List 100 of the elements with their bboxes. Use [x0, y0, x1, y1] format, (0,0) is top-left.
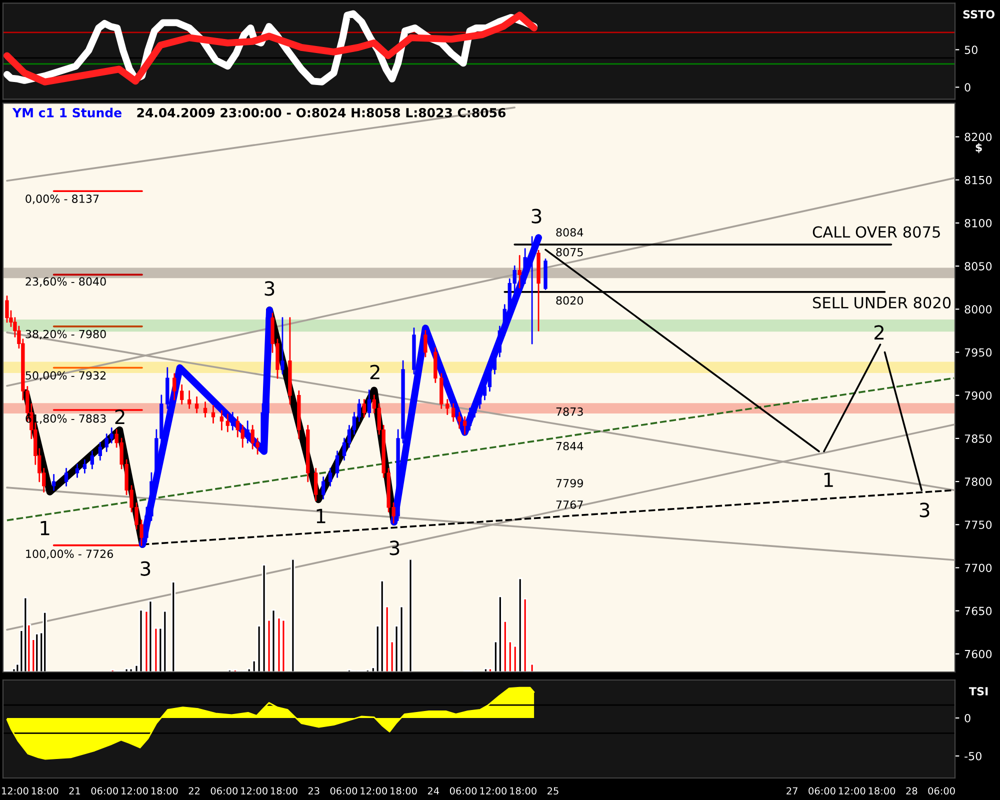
candlestick: [172, 373, 176, 400]
y-tick-label: 7600: [964, 650, 992, 658]
bar: [42, 612, 48, 672]
x-tick-label: 06:00: [210, 787, 238, 795]
x-tick-label: 18:00: [510, 787, 536, 795]
candlestick: [446, 398, 450, 416]
x-tick-label: 27: [786, 787, 798, 794]
annotation: CALL OVER 8075: [812, 226, 940, 238]
candlestick: [180, 384, 184, 405]
candlestick: [64, 468, 68, 487]
y-tick-label: 0: [964, 83, 970, 92]
candlestick: [462, 416, 467, 435]
annotation: 1: [316, 508, 326, 524]
y-tick-label: 8050: [964, 262, 992, 270]
candlestick: [220, 410, 224, 431]
x-tick-label: 18:00: [868, 787, 896, 795]
y-tick-label: 7850: [964, 434, 992, 443]
y-axis-title: SSTO: [963, 10, 995, 19]
candlestick: [194, 396, 199, 414]
annotation: 8020: [556, 296, 584, 305]
bar: [290, 559, 296, 672]
annotation: 8075: [556, 248, 583, 256]
x-tick-label: 12:00: [480, 787, 507, 795]
annotation: 38,20% - 7980: [26, 330, 106, 340]
x-tick-label: 12:00: [241, 787, 268, 795]
y-tick-label: 8200: [964, 132, 992, 142]
candlestick: [362, 398, 366, 418]
y-tick-label: 7950: [964, 348, 992, 357]
candlestick: [457, 412, 462, 429]
annotation: 1: [824, 472, 833, 487]
x-tick-label: 12:00: [2, 787, 28, 795]
candlestick: [203, 402, 208, 418]
annotation: 0,00% - 8137: [26, 194, 99, 204]
y-axis-title: TSI: [968, 687, 988, 696]
bar: [34, 632, 40, 672]
candlestick: [52, 474, 56, 491]
candlestick: [75, 464, 80, 478]
candlestick: [523, 248, 527, 284]
x-tick-label: 24: [428, 787, 440, 794]
y-tick-label: 7750: [964, 520, 992, 530]
y-tick-label: 7800: [964, 478, 992, 486]
annotation: 23,60% - 8040: [26, 277, 106, 287]
annotation: 100,00% - 7726: [26, 550, 114, 560]
y-tick-label: 8150: [964, 176, 992, 184]
x-tick-label: 23: [308, 787, 320, 795]
annotation: 2: [115, 410, 124, 424]
candlestick: [226, 414, 230, 432]
annotation: 8084: [556, 228, 584, 237]
annotation: 1: [40, 520, 50, 536]
bar: [408, 559, 413, 672]
candlestick: [82, 459, 87, 474]
x-tick-label: 18:00: [32, 787, 58, 795]
y-tick-label: -50: [964, 752, 982, 760]
candlestick: [335, 450, 340, 478]
bar: [530, 663, 534, 672]
y-tick-label: 50: [964, 46, 978, 54]
annotation: 3: [920, 502, 930, 518]
x-tick-label: 22: [188, 787, 200, 794]
annotation: 3: [390, 540, 400, 556]
annotation: SELL UNDER 8020: [813, 296, 951, 308]
y-tick-label: 8100: [964, 218, 992, 228]
y-tick-label: 7700: [964, 564, 992, 572]
candlestick: [5, 296, 9, 323]
x-tick-label: 06:00: [928, 787, 955, 795]
annotation: 7799: [556, 478, 583, 488]
annotation: 3: [264, 281, 274, 296]
chart-subtitle: 24.04.2009 23:00:00 - O:8024 H:8058 L:8023 C:8056: [137, 108, 506, 118]
annotation: 3: [532, 208, 542, 224]
x-tick-label: 12:00: [360, 787, 387, 795]
x-tick-label: 06:00: [450, 787, 477, 795]
chart-title: YM c1 1 Stunde: [12, 108, 122, 118]
x-tick-label: 06:00: [91, 787, 118, 795]
candlestick: [230, 412, 234, 431]
x-tick-label: 06:00: [330, 787, 358, 795]
candlestick: [424, 330, 428, 358]
y-tick-label: 7900: [964, 391, 992, 400]
candlestick: [328, 468, 332, 487]
y-tick-label: 7650: [964, 606, 992, 616]
x-tick-label: 25: [548, 787, 558, 795]
candlestick: [187, 390, 192, 409]
candlestick: [367, 389, 371, 418]
x-tick-label: 18:00: [271, 787, 298, 795]
y-axis-title: $: [976, 143, 982, 154]
annotation: 2: [370, 364, 380, 380]
candlestick: [452, 403, 456, 422]
x-tick-label: 06:00: [808, 787, 836, 795]
annotation: 2: [874, 325, 884, 340]
candlestick: [280, 317, 284, 375]
x-tick-label: 28: [906, 787, 918, 795]
candlestick: [211, 405, 216, 424]
candlestick: [314, 468, 318, 502]
x-tick-label: 21: [69, 787, 80, 794]
x-tick-label: 12:00: [122, 787, 148, 795]
annotation: 7873: [556, 407, 583, 416]
bar: [171, 581, 176, 672]
annotation: 7844: [556, 442, 584, 450]
annotation: 50,00% - 7932: [26, 371, 106, 381]
candlestick: [98, 442, 102, 461]
bar: [281, 619, 286, 672]
annotation: 7767: [556, 500, 583, 509]
